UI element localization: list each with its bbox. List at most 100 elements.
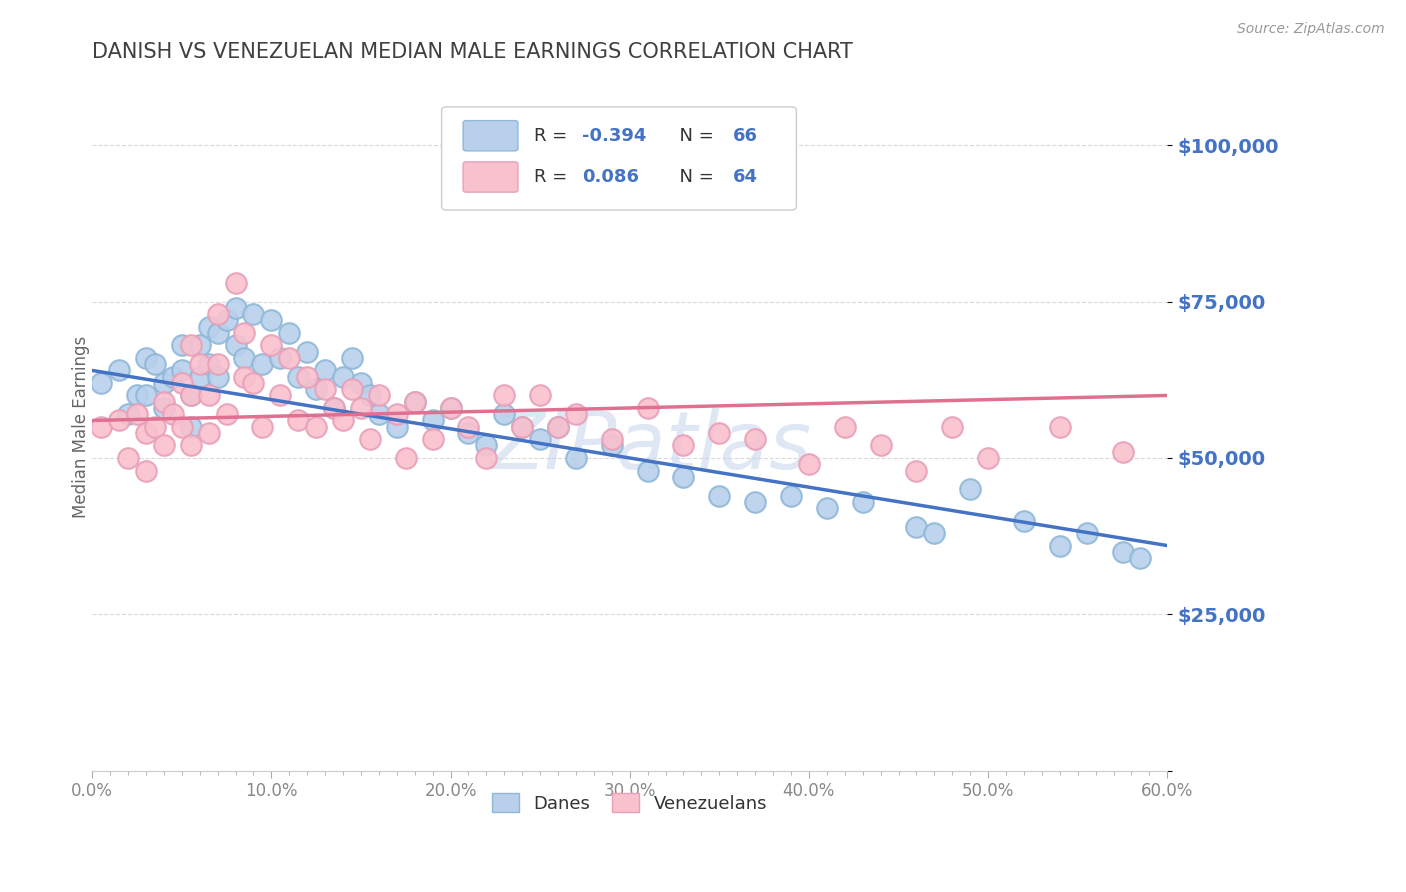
Point bbox=[197, 388, 219, 402]
Point bbox=[510, 419, 533, 434]
Point bbox=[170, 419, 193, 434]
Point bbox=[1129, 551, 1152, 566]
Point bbox=[395, 450, 418, 465]
Point bbox=[287, 369, 309, 384]
Point bbox=[153, 394, 176, 409]
Point bbox=[197, 425, 219, 440]
Text: R =: R = bbox=[534, 127, 574, 145]
Point bbox=[367, 388, 389, 402]
Point bbox=[125, 407, 148, 421]
Point bbox=[852, 495, 875, 509]
Point bbox=[1049, 419, 1071, 434]
Text: 66: 66 bbox=[733, 127, 758, 145]
Point bbox=[207, 307, 229, 321]
Text: 64: 64 bbox=[733, 168, 758, 186]
Point bbox=[1012, 514, 1035, 528]
Point bbox=[278, 326, 301, 340]
Point bbox=[143, 357, 166, 371]
Point bbox=[340, 382, 363, 396]
Text: N =: N = bbox=[668, 127, 720, 145]
Point bbox=[215, 313, 238, 327]
Point bbox=[404, 394, 426, 409]
Point bbox=[135, 351, 157, 365]
Point bbox=[350, 401, 373, 415]
Point bbox=[941, 419, 963, 434]
Point bbox=[269, 388, 291, 402]
Point bbox=[905, 520, 928, 534]
Point bbox=[1111, 444, 1133, 458]
Point bbox=[225, 338, 247, 352]
Point bbox=[385, 407, 408, 421]
Point bbox=[510, 419, 533, 434]
Text: Source: ZipAtlas.com: Source: ZipAtlas.com bbox=[1237, 22, 1385, 37]
Point bbox=[242, 376, 264, 390]
Point bbox=[305, 382, 328, 396]
Point bbox=[207, 369, 229, 384]
Point bbox=[215, 407, 238, 421]
Point bbox=[744, 495, 766, 509]
Point bbox=[359, 388, 381, 402]
Point bbox=[439, 401, 461, 415]
Point bbox=[180, 388, 202, 402]
Point bbox=[869, 438, 891, 452]
Point bbox=[252, 357, 274, 371]
Point bbox=[90, 376, 112, 390]
Point bbox=[332, 369, 354, 384]
Text: 0.086: 0.086 bbox=[582, 168, 640, 186]
Text: R =: R = bbox=[534, 168, 574, 186]
Point bbox=[135, 463, 157, 477]
Point bbox=[439, 401, 461, 415]
Point bbox=[475, 450, 498, 465]
Point bbox=[260, 338, 283, 352]
Point bbox=[225, 301, 247, 315]
Text: DANISH VS VENEZUELAN MEDIAN MALE EARNINGS CORRELATION CHART: DANISH VS VENEZUELAN MEDIAN MALE EARNING… bbox=[93, 42, 853, 62]
Point bbox=[959, 483, 981, 497]
Point bbox=[314, 382, 336, 396]
Point bbox=[233, 351, 256, 365]
FancyBboxPatch shape bbox=[441, 107, 796, 210]
Point bbox=[162, 407, 184, 421]
Point bbox=[225, 276, 247, 290]
Point bbox=[1111, 545, 1133, 559]
Point bbox=[457, 425, 479, 440]
Point bbox=[385, 419, 408, 434]
Point bbox=[367, 407, 389, 421]
Point bbox=[529, 388, 551, 402]
Point bbox=[207, 357, 229, 371]
Point bbox=[709, 425, 731, 440]
FancyBboxPatch shape bbox=[463, 120, 517, 151]
Point bbox=[672, 469, 695, 483]
Point bbox=[143, 419, 166, 434]
Point bbox=[188, 369, 211, 384]
Point bbox=[637, 401, 659, 415]
Point bbox=[1049, 539, 1071, 553]
Point bbox=[170, 363, 193, 377]
Point bbox=[162, 369, 184, 384]
Text: -0.394: -0.394 bbox=[582, 127, 647, 145]
Point bbox=[637, 463, 659, 477]
Point bbox=[269, 351, 291, 365]
Point bbox=[323, 401, 346, 415]
Point bbox=[565, 450, 588, 465]
Point bbox=[314, 363, 336, 377]
Point bbox=[135, 388, 157, 402]
Point bbox=[197, 357, 219, 371]
Point bbox=[117, 407, 139, 421]
Point bbox=[125, 388, 148, 402]
Point bbox=[815, 501, 838, 516]
Text: ZIPatlas: ZIPatlas bbox=[491, 409, 813, 486]
Point bbox=[197, 319, 219, 334]
Point bbox=[600, 432, 623, 446]
Y-axis label: Median Male Earnings: Median Male Earnings bbox=[72, 335, 90, 518]
Point bbox=[180, 438, 202, 452]
Point bbox=[529, 432, 551, 446]
Point bbox=[672, 438, 695, 452]
Point bbox=[170, 376, 193, 390]
Point bbox=[305, 419, 328, 434]
Point bbox=[153, 376, 176, 390]
Point bbox=[233, 369, 256, 384]
Point bbox=[475, 438, 498, 452]
Point bbox=[108, 413, 131, 427]
Point bbox=[295, 369, 318, 384]
Point bbox=[359, 432, 381, 446]
